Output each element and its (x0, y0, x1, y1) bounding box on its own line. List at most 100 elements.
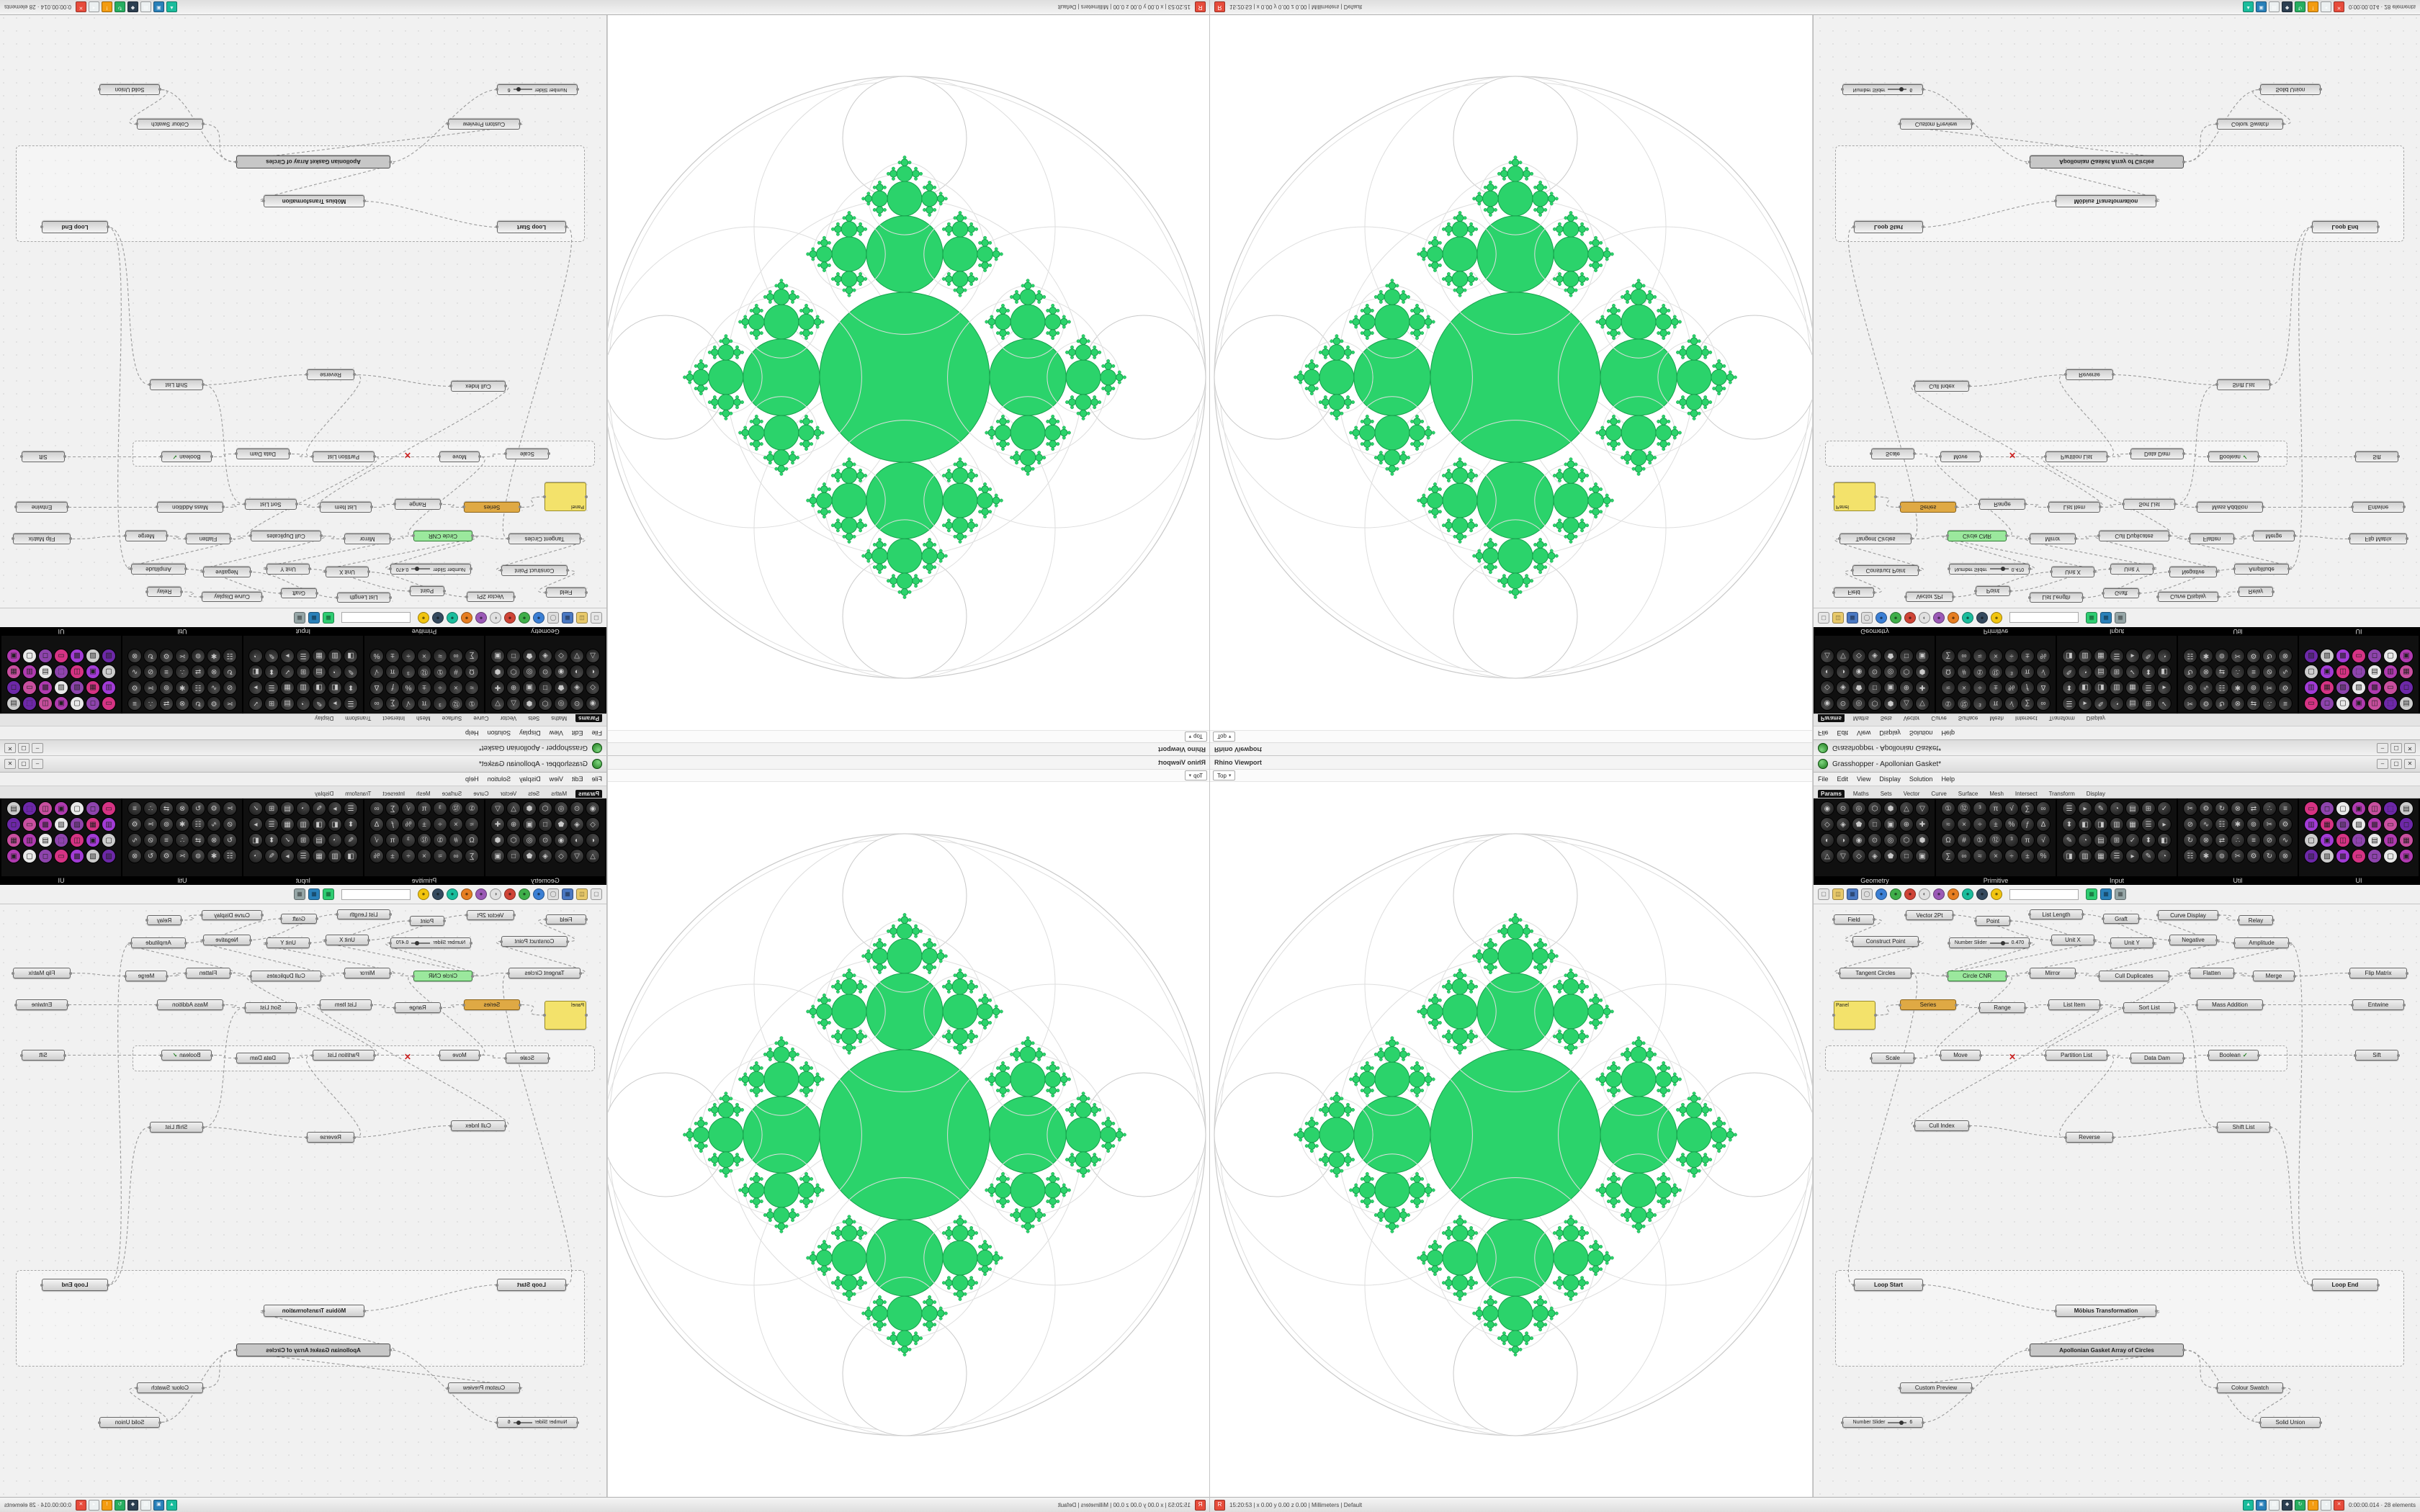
gh-node-graft[interactable]: Graft (281, 914, 317, 924)
tray-volume-icon[interactable]: ◂ (88, 1, 99, 13)
palette-icon[interactable]: π (1989, 801, 2003, 816)
palette-icon[interactable]: ▤ (38, 665, 53, 679)
maximize-button[interactable]: ▢ (18, 759, 30, 769)
gh-node-loop-start[interactable]: Loop Start (1854, 221, 1923, 233)
palette-icon[interactable]: ① (1941, 696, 1955, 711)
gh-node-amplitude[interactable]: Amplitude (2233, 937, 2290, 948)
tray-sync-icon[interactable]: ↻ (2295, 1499, 2306, 1511)
palette-icon[interactable]: ▭ (2383, 680, 2398, 695)
palette-icon[interactable]: ▩ (2336, 849, 2350, 863)
menu-view[interactable]: View (1857, 729, 1871, 737)
gh-node-scale[interactable]: Scale (1871, 449, 1914, 459)
tab-intersect[interactable]: Intersect (382, 791, 405, 797)
palette-icon[interactable]: # (449, 833, 463, 847)
palette-icon[interactable]: ± (1989, 680, 2003, 695)
palette-icon[interactable]: √ (2004, 696, 2019, 711)
gh-node-flatten[interactable]: Flatten (186, 968, 230, 978)
palette-icon[interactable]: ▦ (2125, 680, 2140, 695)
tab-surface[interactable]: Surface (442, 791, 462, 797)
viewport-tab-top[interactable]: Top ▾ (1184, 770, 1207, 780)
palette-icon[interactable]: ◧ (2078, 680, 2092, 695)
palette-icon[interactable]: ▭ (2304, 801, 2318, 816)
palette-icon[interactable]: ✎ (264, 849, 279, 863)
palette-icon[interactable]: ≡ (2246, 665, 2261, 679)
palette-icon[interactable]: ▤ (2367, 665, 2382, 679)
palette-icon[interactable]: ▦ (6, 665, 21, 679)
tab-mesh[interactable]: Mesh (416, 791, 431, 797)
palette-icon[interactable]: ◧ (328, 817, 342, 832)
gh-node-sift[interactable]: Sift (2355, 451, 2398, 462)
tray-display-icon[interactable]: ▣ (2256, 1499, 2267, 1511)
gh-node-merge[interactable]: Merge (125, 531, 167, 541)
gh-node-tangent-circles[interactable]: Tangent Circles (1838, 968, 1913, 978)
grasshopper-titlebar[interactable]: Grasshopper - Apollonian Gasket* – ▢ ✕ (1814, 756, 2420, 773)
gh-node-merge[interactable]: Merge (125, 971, 167, 981)
palette-icon[interactable]: ✂ (2231, 849, 2245, 863)
sphere-green-icon[interactable]: ● (1890, 888, 1901, 900)
palette-icon[interactable]: ⇄ (159, 696, 174, 711)
menu-edit[interactable]: Edit (1837, 729, 1849, 737)
palette-icon[interactable]: ▽ (1915, 696, 1930, 711)
gh-node-reverse[interactable]: Reverse (307, 1132, 354, 1143)
palette-icon[interactable]: % (2036, 849, 2051, 863)
palette-icon[interactable]: ◫ (38, 696, 53, 711)
gh-node-reverse[interactable]: Reverse (2066, 369, 2113, 380)
palette-icon[interactable]: ÷ (433, 817, 447, 832)
gh-node-flip-matrix[interactable]: Flip Matrix (13, 534, 71, 544)
gh-node-unit-x[interactable]: Unit X (2051, 567, 2094, 577)
palette-icon[interactable]: ▨ (2352, 680, 2366, 695)
palette-icon[interactable]: ⊗ (175, 801, 189, 816)
palette-icon[interactable]: ◉ (586, 696, 600, 711)
palette-icon[interactable]: ▸ (248, 817, 263, 832)
palette-icon[interactable]: ∞ (369, 696, 384, 711)
palette-icon[interactable]: ∿ (2278, 833, 2293, 847)
palette-icon[interactable]: ▢ (2304, 665, 2318, 679)
palette-icon[interactable]: ⊗ (207, 665, 221, 679)
gh-node-data-dam[interactable]: Data Dam (236, 449, 290, 459)
palette-icon[interactable]: ∿ (2199, 680, 2213, 695)
palette-icon[interactable]: ⊘ (143, 665, 158, 679)
palette-icon[interactable]: ◎ (1852, 801, 1866, 816)
palette-icon[interactable]: ⬚ (2352, 833, 2366, 847)
preview-shaded-icon[interactable]: ▦ (308, 888, 320, 900)
gh-node-list-item[interactable]: List Item (2047, 999, 2102, 1010)
gh-node-apollonian-gasket-array-of-circles[interactable]: Apollonian Gasket Array of Circles (236, 1344, 390, 1356)
palette-icon[interactable]: ◧ (248, 833, 263, 847)
palette-icon[interactable]: △ (1820, 649, 1834, 663)
palette-icon[interactable]: ☷ (2215, 680, 2229, 695)
palette-icon[interactable]: ✂ (2231, 649, 2245, 663)
palette-icon[interactable]: ▤ (6, 801, 21, 816)
tab-params[interactable]: Params (575, 790, 602, 798)
palette-icon[interactable]: π (417, 801, 431, 816)
palette-icon[interactable]: ↻ (143, 649, 158, 663)
palette-icon[interactable]: ³ (1973, 696, 1987, 711)
gh-node-unit-x[interactable]: Unit X (2050, 935, 2096, 945)
palette-icon[interactable]: % (369, 849, 384, 863)
palette-icon[interactable]: ▨ (2320, 849, 2334, 863)
palette-icon[interactable]: ✱ (2231, 817, 2245, 832)
sphere-red-icon[interactable]: ● (504, 888, 516, 900)
palette-icon[interactable]: ◧ (2157, 833, 2172, 847)
tab-display[interactable]: Display (2086, 791, 2105, 797)
palette-icon[interactable]: ✱ (175, 680, 189, 695)
palette-icon[interactable]: ◎ (1883, 833, 1898, 847)
palette-icon[interactable]: ± (385, 649, 400, 663)
viewport-canvas[interactable] (608, 14, 1210, 730)
palette-icon[interactable]: ∑ (385, 801, 400, 816)
palette-icon[interactable]: ◔ (248, 849, 263, 863)
palette-icon[interactable]: Ω (465, 665, 479, 679)
gh-node-boolean[interactable]: Boolean ✓ (161, 451, 212, 462)
palette-icon[interactable]: ³ (433, 696, 447, 711)
palette-icon[interactable]: % (401, 817, 416, 832)
palette-icon[interactable]: ◻ (6, 817, 21, 832)
palette-icon[interactable]: ▸ (280, 649, 295, 663)
palette-icon[interactable]: ▣ (2352, 801, 2366, 816)
palette-icon[interactable]: ▥ (2304, 680, 2318, 695)
menu-solution[interactable]: Solution (487, 729, 511, 737)
gh-node-relay[interactable]: Relay (147, 915, 182, 925)
tray-display-icon[interactable]: ▣ (2256, 1, 2267, 13)
gh-node-apollonian-gasket-array-of-circles[interactable]: Apollonian Gasket Array of Circles (236, 156, 390, 168)
gh-node-vector-2pt[interactable]: Vector 2Pt (467, 910, 514, 920)
palette-icon[interactable]: ∞ (1957, 649, 1971, 663)
tray-stop-icon[interactable]: ✕ (2334, 1, 2345, 13)
